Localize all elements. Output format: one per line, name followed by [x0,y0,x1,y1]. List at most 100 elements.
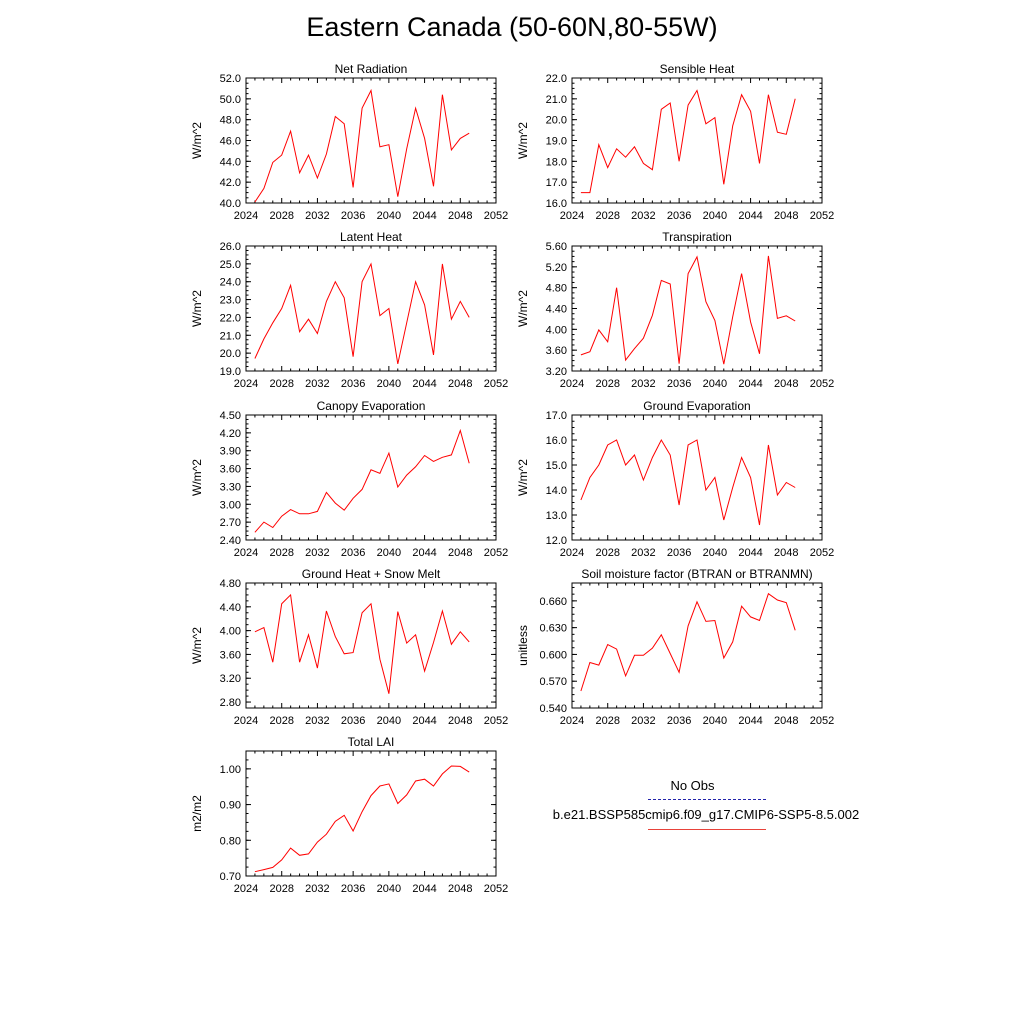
y-tick-label: 3.20 [220,673,241,685]
x-tick-label: 2040 [703,547,727,559]
y-tick-label: 3.60 [546,345,567,357]
y-tick-label: 0.70 [220,871,241,883]
legend: No Obs b.e21.BSSP585cmip6.f09_g17.CMIP6-… [520,778,900,838]
panel-title: Total LAI [348,735,395,749]
x-tick-label: 2044 [738,547,762,559]
x-tick-label: 2032 [305,210,329,222]
x-tick-label: 2048 [774,715,798,727]
series-line [254,88,470,203]
legend-case-line [648,829,766,830]
y-tick-label: 4.80 [220,578,241,590]
x-tick-label: 2036 [341,547,365,559]
y-axis-label: W/m^2 [516,290,530,327]
plot-frame [571,245,823,372]
y-tick-label: 13.0 [546,510,567,522]
y-tick-label: 15.0 [546,460,567,472]
y-tick-label: 17.0 [546,177,567,189]
panel-title: Transpiration [662,230,732,244]
series-line [580,89,796,194]
y-tick-label: 44.0 [220,156,241,168]
x-tick-label: 2044 [412,210,436,222]
legend-obs-label: No Obs [670,778,715,793]
y-tick-label: 18.0 [546,156,567,168]
y-tick-label: 21.0 [220,330,241,342]
y-tick-label: 0.660 [539,596,567,608]
y-tick-label: 50.0 [220,94,241,106]
x-tick-label: 2024 [234,547,258,559]
x-tick-label: 2036 [667,378,691,390]
y-tick-label: 23.0 [220,295,241,307]
legend-case-label: b.e21.BSSP585cmip6.f09_g17.CMIP6-SSP5-8.… [552,807,860,822]
y-tick-label: 3.20 [546,366,567,378]
x-tick-label: 2024 [560,547,584,559]
x-tick-label: 2036 [341,715,365,727]
x-tick-label: 2048 [774,378,798,390]
x-tick-label: 2044 [412,715,436,727]
x-tick-label: 2052 [810,715,834,727]
y-tick-label: 3.60 [220,649,241,661]
x-tick-label: 2052 [484,210,508,222]
panel-title: Ground Evaporation [643,399,750,413]
panel-5: Canopy Evaporation W/m^2 2024 2028 2032 2036 2… [190,399,508,559]
x-tick-label: 2036 [667,210,691,222]
y-tick-label: 4.40 [220,602,241,614]
y-tick-label: 52.0 [220,73,241,85]
panel-title: Soil moisture factor (BTRAN or BTRANMN) [581,567,812,581]
panel-title: Latent Heat [340,230,403,244]
y-tick-label: 14.0 [546,485,567,497]
x-tick-label: 2044 [412,547,436,559]
x-tick-label: 2032 [305,547,329,559]
series-line [580,438,796,526]
y-tick-label: 4.40 [546,304,567,316]
x-tick-label: 2044 [738,715,762,727]
x-tick-label: 2048 [448,883,472,895]
x-tick-label: 2040 [377,547,401,559]
y-tick-label: 0.90 [220,800,241,812]
x-tick-label: 2040 [703,210,727,222]
series-line [254,593,470,694]
y-tick-label: 25.0 [220,259,241,271]
x-tick-label: 2040 [703,378,727,390]
y-tick-label: 0.600 [539,649,567,661]
y-tick-label: 16.0 [546,435,567,447]
panel-title: Ground Heat + Snow Melt [302,567,441,581]
x-tick-label: 2032 [631,547,655,559]
x-tick-label: 2028 [269,547,293,559]
x-tick-label: 2024 [234,883,258,895]
y-tick-label: 1.00 [220,764,241,776]
x-tick-label: 2052 [810,378,834,390]
x-tick-label: 2052 [810,547,834,559]
y-tick-label: 22.0 [546,73,567,85]
x-tick-label: 2048 [448,378,472,390]
x-tick-label: 2052 [484,715,508,727]
x-tick-label: 2040 [377,715,401,727]
y-tick-label: 4.20 [220,428,241,440]
x-tick-label: 2040 [703,715,727,727]
x-tick-label: 2036 [341,378,365,390]
x-tick-label: 2032 [631,210,655,222]
x-tick-label: 2044 [412,378,436,390]
x-tick-label: 2024 [234,378,258,390]
y-tick-label: 19.0 [546,136,567,148]
y-axis-label: W/m^2 [190,290,204,327]
x-tick-label: 2032 [305,883,329,895]
x-tick-label: 2036 [667,547,691,559]
x-tick-label: 2028 [269,883,293,895]
plot-frame [245,414,497,541]
panel-2: Sensible Heat W/m^2 2024 2028 2032 2036 2040 20… [516,62,834,222]
y-tick-label: 4.80 [546,283,567,295]
y-tick-label: 5.20 [546,262,567,274]
y-tick-label: 48.0 [220,115,241,127]
y-tick-label: 17.0 [546,410,567,422]
y-tick-label: 3.90 [220,446,241,458]
y-axis-label: W/m^2 [190,627,204,664]
x-tick-label: 2036 [341,210,365,222]
panel-title: Canopy Evaporation [317,399,426,413]
y-axis-label: unitless [516,625,530,666]
x-tick-label: 2052 [484,378,508,390]
y-tick-label: 20.0 [220,348,241,360]
y-tick-label: 0.570 [539,676,567,688]
y-tick-label: 0.630 [539,623,567,635]
y-tick-label: 4.50 [220,410,241,422]
